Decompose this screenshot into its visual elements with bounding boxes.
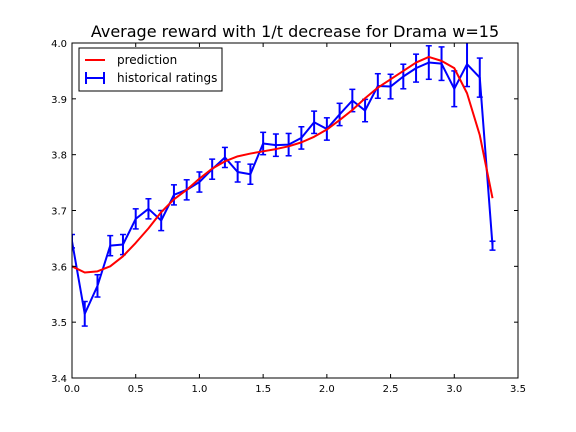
plot-area: 0.0 0.5 1.0 1.5 2.0 2.5 3.0 3.5 3.4 3.5 3.6 3.7 3.8 3… [51, 39, 526, 395]
legend: prediction historical ratings [78, 47, 223, 92]
x-tick-label: 1.5 [255, 384, 271, 395]
prediction-line [72, 55, 494, 274]
series-group [72, 43, 496, 327]
y-tick-label: 3.9 [51, 95, 67, 106]
x-tick-label: 3.5 [510, 384, 526, 395]
historical-ratings-line [72, 61, 494, 315]
y-tick-label: 3.5 [51, 318, 67, 329]
y-tick-label: 3.6 [51, 262, 67, 273]
plot-background [72, 43, 518, 378]
y-tick-label: 3.4 [51, 374, 67, 385]
y-tick-label: 3.7 [51, 207, 67, 218]
legend-historical-swatch [85, 72, 105, 84]
x-tick-label: 1.0 [191, 384, 207, 395]
y-tick-label: 3.8 [51, 151, 67, 162]
x-tick-label: 0.5 [128, 384, 144, 395]
x-tick-label: 2.0 [319, 384, 335, 395]
x-tick-label: 2.5 [383, 384, 399, 395]
x-tick-label: 0.0 [64, 384, 80, 395]
x-tick-label: 3.0 [446, 384, 462, 395]
legend-box [78, 47, 223, 92]
chart-title: Average reward with 1/t decrease for Dra… [91, 22, 499, 41]
y-tick-label: 4.0 [51, 39, 67, 50]
legend-prediction-label: prediction [117, 53, 177, 67]
legend-historical-label: historical ratings [117, 71, 217, 85]
